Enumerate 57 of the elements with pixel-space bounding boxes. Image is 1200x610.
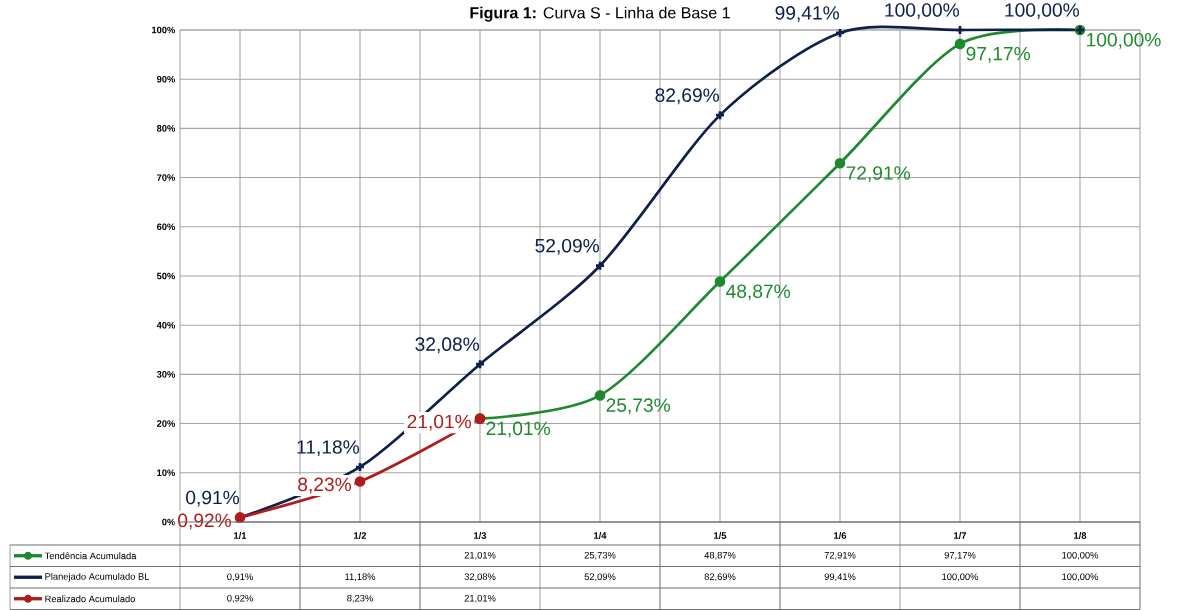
y-tick-label: 100% xyxy=(152,26,176,34)
text: 21,01% xyxy=(486,421,551,438)
x-tick-label: 1/7 xyxy=(954,532,967,539)
data-label: 48,87% xyxy=(704,551,736,560)
text: 0,92% xyxy=(178,513,232,530)
data-label: 0,91% xyxy=(227,573,253,582)
data-label: 72,91% xyxy=(824,551,856,560)
text: 25,73% xyxy=(606,398,671,415)
y-tick-label: 70% xyxy=(157,174,176,181)
legend-label: Realizado Acumulado xyxy=(45,595,135,603)
legend-label: Tendência Acumulada xyxy=(44,552,137,560)
text: 72,91% xyxy=(846,166,911,183)
text: 97,17% xyxy=(966,46,1031,63)
x-tick-label: 1/6 xyxy=(834,532,847,539)
text: 32,08% xyxy=(415,337,480,354)
data-label: 100,00% xyxy=(1062,573,1099,582)
legend-label: Planejado Acumulado BL xyxy=(45,572,150,582)
y-tick-label: 10% xyxy=(157,469,176,477)
text: 99,41% xyxy=(775,6,840,22)
x-tick-label: 1/8 xyxy=(1074,532,1087,539)
text: 82,69% xyxy=(655,88,720,105)
data-label: 21,01% xyxy=(464,551,496,560)
text: 0,91% xyxy=(186,490,240,507)
data-label: 11,18% xyxy=(345,573,376,582)
data-label: 100,00% xyxy=(1062,551,1099,560)
data-label: 21,01% xyxy=(464,594,496,603)
y-tick-label: 80% xyxy=(156,125,176,132)
text: 11,18% xyxy=(297,440,360,457)
x-tick-label: 1/4 xyxy=(594,532,607,539)
x-tick-label: 1/3 xyxy=(474,532,487,539)
text: 100,00% xyxy=(1005,3,1080,20)
x-tick-label: 1/5 xyxy=(714,532,727,539)
data-label: 52,09% xyxy=(584,573,616,582)
data-label: 32,08% xyxy=(464,573,496,582)
text: 8,23% xyxy=(298,477,352,494)
text: 100,00% xyxy=(885,3,960,20)
text: 48,87% xyxy=(726,284,791,301)
text: 21,01% xyxy=(407,414,472,431)
y-tick-label: 30% xyxy=(156,371,176,378)
data-label: 99,41% xyxy=(824,573,856,582)
text: 52,09% xyxy=(535,238,600,255)
x-tick-label: 1/1 xyxy=(234,532,247,539)
y-tick-label: 40% xyxy=(156,321,176,329)
data-label: 82,69% xyxy=(704,573,736,582)
data-label: 0,92% xyxy=(227,594,253,603)
chart-title: Figura 1: Curva S - Linha de Base 1 xyxy=(470,6,730,22)
data-label: 25,73% xyxy=(584,551,616,560)
y-tick-label: 90% xyxy=(156,75,176,83)
x-tick-label: 1/2 xyxy=(354,532,367,539)
y-tick-label: 0% xyxy=(162,518,176,526)
y-tick-label: 60% xyxy=(156,223,176,231)
data-label: 97,17% xyxy=(944,551,976,560)
data-label: 8,23% xyxy=(347,594,373,603)
text: 100,00% xyxy=(1087,32,1161,49)
y-tick-label: 20% xyxy=(156,420,176,427)
y-tick-label: 50% xyxy=(156,272,176,280)
data-label: 100,00% xyxy=(942,573,979,582)
